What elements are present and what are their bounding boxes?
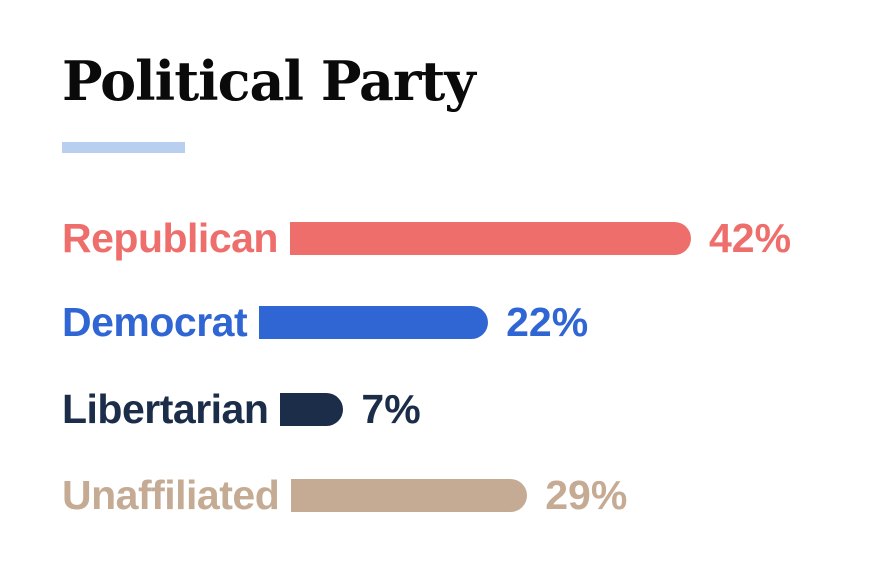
bar-row-republican: Republican 42% — [62, 214, 791, 262]
title-accent-rule — [62, 142, 185, 153]
bar-label: Unaffiliated — [62, 472, 280, 518]
bar — [259, 305, 489, 339]
bar-value: 7% — [361, 386, 421, 432]
bar-label: Democrat — [62, 299, 248, 345]
bar-value: 29% — [545, 472, 628, 518]
bar-row-unaffiliated: Unaffiliated 29% — [62, 471, 627, 519]
bar — [289, 221, 691, 255]
bar-value: 42% — [708, 215, 792, 261]
bar-row-democrat: Democrat 22% — [62, 298, 588, 346]
bar — [291, 478, 528, 512]
page-title: Political Party — [62, 49, 476, 113]
bar-value: 22% — [506, 299, 589, 345]
bar-label: Libertarian — [62, 386, 269, 432]
bar-label: Republican — [62, 215, 278, 261]
bar — [280, 392, 344, 426]
bar-row-libertarian: Libertarian 7% — [62, 385, 421, 433]
